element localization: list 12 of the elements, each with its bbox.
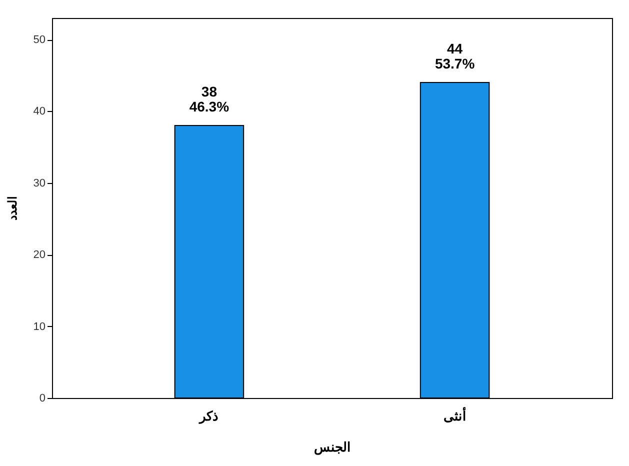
y-tick-label: 50 <box>33 34 46 46</box>
y-tick-label: 30 <box>33 177 46 190</box>
y-tick-label: 10 <box>33 320 46 333</box>
y-tick-label: 40 <box>33 106 46 118</box>
x-tick-label: ذكر <box>198 408 219 424</box>
x-axis-title: الجنس <box>314 440 351 456</box>
y-tick-label: 0 <box>39 392 46 404</box>
x-tick-label: أنثى <box>443 408 466 424</box>
data-label: 44 53.7% <box>434 40 476 72</box>
y-axis-title: العدد <box>5 196 20 220</box>
data-label: 38 46.3% <box>189 84 230 115</box>
y-tick-label: 20 <box>33 249 46 262</box>
